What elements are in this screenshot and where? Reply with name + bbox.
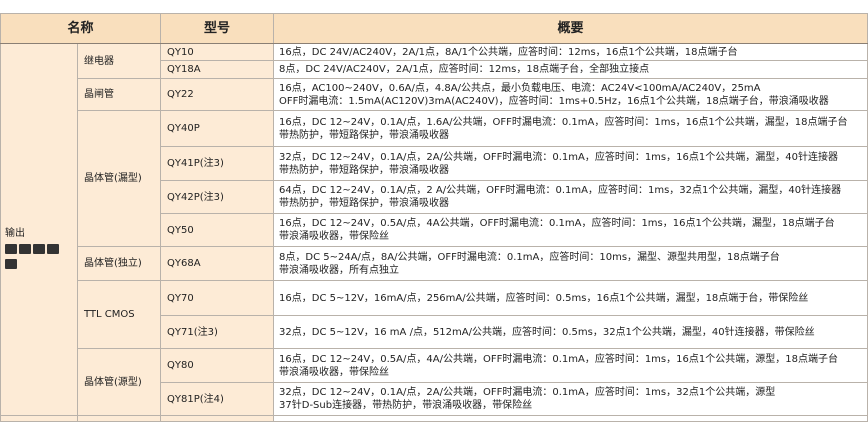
summary-line: 带浪涌吸收器，带保险丝 bbox=[279, 366, 390, 378]
model-cell: QY22 bbox=[160, 78, 275, 111]
model-cell: QY68A bbox=[160, 246, 275, 281]
module-icon bbox=[5, 258, 17, 269]
type-cell: 晶体管(独立) bbox=[76, 246, 162, 281]
summary-line: OFF时漏电流：1.5mA(AC120V)3mA(AC240V)，应答时间：1m… bbox=[279, 95, 829, 107]
table-row: 晶体管(源型) QY80 16点，DC 12~24V，0.5A/点，4A/公共端，O… bbox=[1, 348, 868, 416]
header-row: 名称 型号 概要 bbox=[0, 13, 868, 44]
summary-line: 8点，DC 24V/AC240V，2A/1点，应答时间：12ms，18点端子台，… bbox=[279, 64, 650, 75]
table-row: QY41P(注3) 32点，DC 12~24V，0.1A/点，2A/公共端，OFF… bbox=[1, 146, 868, 181]
summary-line: 32点，DC 12~24V，0.1A/点，2A/公共端，OFF时漏电流：0.1m… bbox=[279, 387, 776, 398]
module-icon bbox=[33, 243, 45, 254]
table-row: QY50 16点，DC 12~24V，0.5A/点，4A公共端，OFF时漏电流：0… bbox=[1, 213, 868, 247]
table-row: 晶闸管 QY22 16点，AC100~240V，0.6A/点，4.8A/公共点，最小… bbox=[1, 78, 868, 111]
summary-line: 16点，DC 12~24V，0.1A/点，1.6A/公共端，OFF时漏电流：0.… bbox=[279, 116, 848, 128]
summary-cell: 32点，DC 12~24V，0.1A/点，2A/公共端，OFF时漏电流：0.1m… bbox=[273, 382, 868, 416]
model-cell: QY18A bbox=[160, 60, 275, 79]
table-row: 晶体管(独立) QY68A 8点，DC 5~24A/点，8A/公共端，OFF时漏电流… bbox=[1, 246, 868, 281]
summary-cell: 16点，DC 12~24V，0.5A/点，4A公共端，OFF时漏电流：0.1mA… bbox=[273, 213, 868, 247]
model-cell: QY71(注3) bbox=[160, 315, 275, 349]
model-cell: QY41P(注3) bbox=[160, 146, 275, 181]
header-summary: 概要 bbox=[273, 13, 868, 44]
summary-line: 16点，AC100~240V，0.6A/点，4.8A/公共点，最小负载电压、电流… bbox=[279, 82, 761, 94]
type-cell: 晶体管(漏型) bbox=[76, 110, 162, 247]
model-cell: QY70 bbox=[160, 280, 275, 316]
summary-line: 37针D-Sub连接器，带热防护，带浪涌吸收器，带保险丝 bbox=[279, 400, 533, 411]
model-cell: QY10 bbox=[160, 43, 275, 61]
summary-cell: 64点，DC 12~24V，0.1A/点，2 A/公共端，OFF时漏电流：0.1… bbox=[273, 180, 868, 214]
module-icon bbox=[47, 243, 59, 254]
type-cell: TTL CMOS bbox=[76, 280, 162, 349]
summary-line: 16点，DC 24V/AC240V，2A/1点，8A/1个公共端，应答时间：12… bbox=[279, 46, 738, 58]
summary-line: 16点，DC 12~24V，0.5A/点，4A公共端，OFF时漏电流：0.1mA… bbox=[279, 218, 835, 229]
module-icon bbox=[19, 243, 31, 254]
model-cell: QY81P(注4) bbox=[160, 382, 275, 416]
table-row: QY42P(注3) 64点，DC 12~24V，0.1A/点，2 A/公共端，OF… bbox=[1, 180, 868, 214]
summary-cell: 16点，DC 12~24V，0.1A/点，1.6A/公共端，OFF时漏电流：0.… bbox=[273, 110, 868, 147]
summary-cell: 32点，DC 5~12V，16 mA /点，512mA/公共端，应答时间：0.5… bbox=[273, 315, 868, 349]
header-model: 型号 bbox=[160, 13, 275, 44]
summary-line: 带热防护，带短路保护，带浪涌吸收器 bbox=[279, 164, 450, 176]
model-cell: QY42P(注3) bbox=[160, 180, 275, 214]
summary-cell: 16点，DC 24V/AC240V，2A/1点，8A/1个公共端，应答时间：12… bbox=[273, 43, 868, 61]
table-row: QY81P(注4) 32点，DC 12~24V，0.1A/点，2A/公共端，OFF… bbox=[1, 382, 868, 416]
summary-line: 带浪涌吸收器，带保险丝 bbox=[279, 231, 390, 242]
type-cell: 晶闸管 bbox=[76, 78, 162, 111]
summary-cell: 8点，DC 24V/AC240V，2A/1点，应答时间：12ms，18点端子台，… bbox=[273, 60, 868, 79]
group-label: 输出 bbox=[5, 227, 25, 239]
summary-line: 16点，DC 12~24V，0.5A/点，4A/公共端，OFF时漏电流：0.1m… bbox=[279, 353, 838, 365]
summary-line: 64点，DC 12~24V，0.1A/点，2 A/公共端，OFF时漏电流：0.1… bbox=[279, 185, 842, 196]
summary-line: 32点，DC 12~24V，0.1A/点，2A/公共端，OFF时漏电流：0.1m… bbox=[279, 151, 838, 163]
relay-module-icon bbox=[5, 243, 17, 254]
summary-line: 16点，DC 5~12V，16mA/点，256mA/公共端，应答时间：0.5ms… bbox=[279, 292, 809, 304]
model-cell: QY50 bbox=[160, 213, 275, 247]
summary-line: 8点，DC 5~24A/点，8A/公共端，OFF时漏电流：0.1mA，应答时间：… bbox=[279, 251, 780, 263]
type-cell: 继电器 bbox=[76, 43, 162, 79]
model-cell: QY80 bbox=[160, 348, 275, 383]
summary-cell: 32点，DC 12~24V，0.1A/点，2A/公共端，OFF时漏电流：0.1m… bbox=[273, 146, 868, 181]
summary-line: 带热防护，带短路保护，带浪涌吸收器 bbox=[279, 198, 450, 209]
header-name: 名称 bbox=[0, 13, 162, 44]
summary-line: 32点，DC 5~12V，16 mA /点，512mA/公共端，应答时间：0.5… bbox=[279, 326, 815, 338]
summary-cell: 16点，AC100~240V，0.6A/点，4.8A/公共点，最小负载电压、电流… bbox=[273, 78, 868, 111]
table-row: 晶体管(漏型) QY40P 16点，DC 12~24V，0.1A/点，1.6A/公共… bbox=[1, 110, 868, 247]
summary-cell: 8点，DC 5~24A/点，8A/公共端，OFF时漏电流：0.1mA，应答时间：… bbox=[273, 246, 868, 281]
table-row: TTL CMOS QY70 16点，DC 5~12V，16mA/点，256mA/公共… bbox=[1, 280, 868, 349]
summary-line: 带浪涌吸收器，所有点独立 bbox=[279, 264, 400, 276]
summary-line: 带热防护，带短路保护，带浪涌吸收器 bbox=[279, 129, 450, 141]
table-row: 输出 继电器 QY10 16点，DC 24V/AC240V，2A/1点，8A/1个公共… bbox=[0, 43, 868, 416]
table-row: QY71(注3) 32点，DC 5~12V，16 mA /点，512mA/公共端，… bbox=[1, 315, 868, 349]
model-cell: QY40P bbox=[160, 110, 275, 147]
table-row: QY18A 8点，DC 24V/AC240V，2A/1点，应答时间：12ms，18… bbox=[1, 60, 868, 79]
type-cell: 晶体管(源型) bbox=[76, 348, 162, 416]
summary-cell: 16点，DC 5~12V，16mA/点，256mA/公共端，应答时间：0.5ms… bbox=[273, 280, 868, 316]
spec-table: 名称 型号 概要 输出 继电器 QY10 16点，DC 24V/AC240V，2A/1… bbox=[0, 13, 868, 422]
table-row-partial bbox=[0, 415, 868, 422]
group-cell: 输出 bbox=[0, 43, 78, 416]
summary-cell: 16点，DC 12~24V，0.5A/点，4A/公共端，OFF时漏电流：0.1m… bbox=[273, 348, 868, 383]
